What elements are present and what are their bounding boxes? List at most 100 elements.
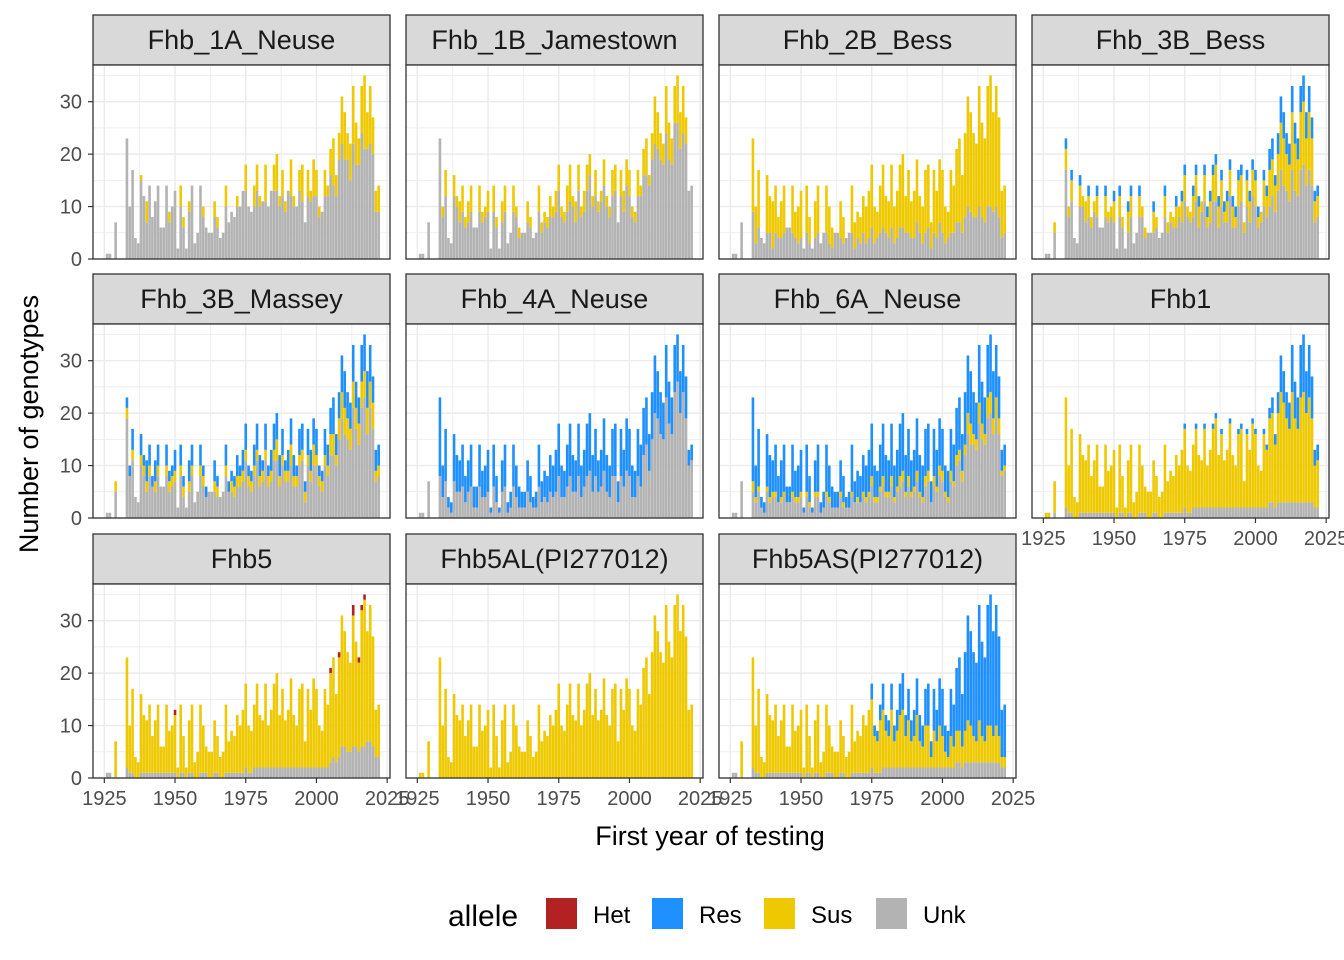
bar-segment-unk [323,196,327,259]
bar-segment-unk [582,486,586,518]
bar-segment-unk [418,512,422,518]
bar-segment-sus [334,455,338,466]
bar-segment-sus [861,491,865,498]
bar-segment-sus [867,491,871,498]
bar-segment-unk [1296,502,1300,518]
bar-segment-sus [540,222,544,233]
bar-segment-unk [958,222,961,259]
bar-segment-unk [805,497,808,518]
bar-segment-sus [876,497,879,503]
bar-segment-sus [1302,392,1305,503]
bar-segment-unk [286,190,290,259]
bar-segment-res [565,444,569,487]
bar-segment-res [901,673,905,710]
bar-segment-sus [771,720,775,773]
bar-segment-sus [625,678,628,778]
bar-segment-unk [329,455,332,518]
bar-segment-sus [622,709,626,778]
bar-segment-sus [216,217,219,228]
bar-segment-unk [1163,512,1167,518]
bar-segment-unk [554,211,558,259]
bar-segment-unk [1126,512,1130,518]
bar-segment-unk [768,502,772,518]
bar-segment-res [529,476,532,503]
bar-segment-sus [125,657,129,768]
bar-segment-unk [1098,227,1102,259]
bar-segment-sus [986,725,990,763]
bar-segment-unk [805,772,808,778]
bar-segment-unk [108,253,112,259]
bar-segment-sus [309,470,313,482]
bar-segment-unk [785,227,789,259]
bar-segment-sus [349,662,352,752]
bar-segment-unk [128,772,132,778]
bar-segment-sus [819,762,823,778]
bar-segment-unk [537,486,541,518]
bar-segment-sus [895,190,899,239]
bar-segment-unk [241,190,245,259]
bar-segment-unk [757,772,760,778]
bar-segment-unk [599,486,603,518]
bar-segment-sus [343,407,347,435]
bar-segment-sus [224,185,228,207]
bar-segment-res [915,678,919,716]
bar-segment-unk [594,196,597,259]
bar-segment-sus [363,371,366,398]
bar-segment-sus [153,720,157,773]
bar-segment-sus [1163,444,1167,513]
bar-segment-sus [292,476,296,487]
bar-segment-sus [679,631,682,778]
bar-segment-unk [1101,512,1105,518]
bar-segment-res [247,465,250,477]
bar-segment-sus [1248,449,1252,508]
bar-segment-sus [1155,217,1158,228]
bar-segment-unk [1251,507,1254,518]
bar-segment-sus [366,631,369,742]
bar-segment-sus [907,720,910,768]
bar-segment-sus [1214,418,1218,508]
panel-background [406,584,703,778]
bar-segment-res [1285,392,1288,419]
bar-segment-unk [351,143,355,259]
bar-segment-unk [647,185,651,259]
bar-segment-res [935,709,939,742]
bar-segment-sus [371,117,375,155]
bar-segment-unk [659,159,662,259]
bar-segment-sus [238,725,242,773]
bar-segment-res [534,491,538,508]
bar-segment-res [1245,428,1249,435]
bar-segment-unk [796,502,800,518]
bar-segment-res [929,481,933,503]
bar-segment-sus [864,206,868,244]
bar-segment-unk [1194,507,1198,518]
bar-segment-sus [366,407,369,435]
bar-segment-sus [650,133,654,160]
bar-segment-sus [1313,465,1317,508]
bar-segment-sus [907,169,910,233]
bar-segment-unk [870,486,874,518]
bar-segment-res [833,491,837,508]
bar-segment-unk [1248,507,1252,518]
panel-background [719,584,1016,778]
bar-segment-unk [1234,227,1237,259]
bar-segment-unk [963,762,967,778]
bar-segment-res [238,465,242,477]
bar-segment-sus [878,486,882,492]
bar-segment-res [187,460,191,482]
bar-segment-sus [687,709,691,778]
bar-segment-sus [548,196,552,218]
bar-segment-sus [639,185,643,197]
bar-segment-unk [1189,512,1192,518]
bar-segment-unk [794,772,797,778]
bar-segment-unk [907,767,910,778]
bar-segment-unk [452,481,456,518]
bar-segment-unk [503,486,507,518]
legend-key-res [652,898,683,929]
bar-segment-sus [326,704,330,768]
bar-segment-unk [1220,206,1223,259]
bar-segment-unk [676,122,679,259]
bar-segment-unk [799,497,803,518]
bar-segment-unk [475,227,479,259]
bar-segment-unk [377,476,380,518]
bar-segment-sus [323,169,327,197]
